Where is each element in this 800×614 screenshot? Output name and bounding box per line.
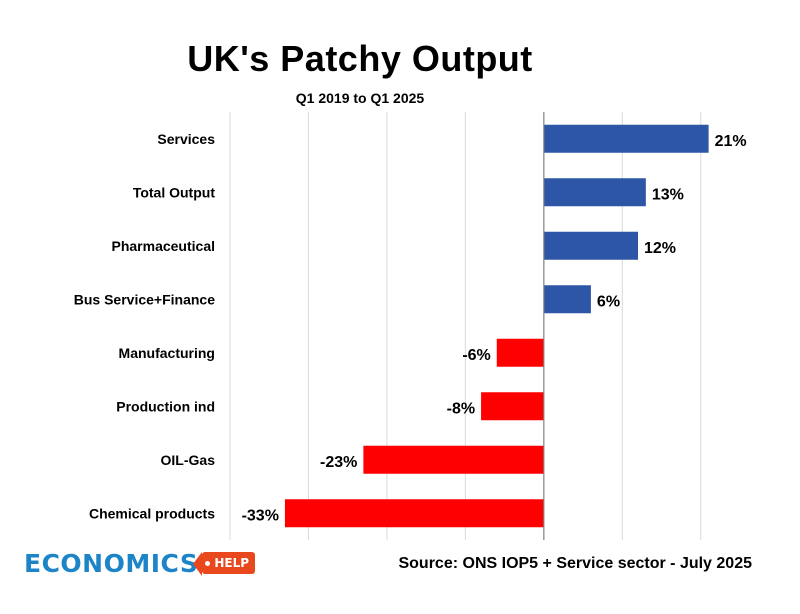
data-label: 13% xyxy=(652,186,684,203)
chart-title: UK's Patchy Output xyxy=(187,38,533,79)
chart-subtitle: Q1 2019 to Q1 2025 xyxy=(295,90,425,106)
category-label: Pharmaceutical xyxy=(112,238,216,254)
category-label: Manufacturing xyxy=(119,345,215,361)
data-label: -23% xyxy=(320,454,357,471)
category-label: Total Output xyxy=(133,184,215,200)
bar xyxy=(543,124,709,153)
logo-word: ECONOMICS xyxy=(24,548,199,578)
source-note: Source: ONS IOP5 + Service sector - July… xyxy=(398,555,752,572)
data-label: -6% xyxy=(462,347,490,364)
category-label: Chemical products xyxy=(89,505,215,521)
category-label: Production ind xyxy=(116,398,215,414)
bar xyxy=(284,499,544,528)
data-label: 12% xyxy=(644,240,676,257)
logo-tag: HELP xyxy=(193,552,256,576)
data-label: 6% xyxy=(597,293,620,310)
bar xyxy=(481,392,544,421)
bar xyxy=(543,178,646,207)
bar xyxy=(363,445,544,474)
category-label: OIL-Gas xyxy=(161,452,216,468)
bar xyxy=(543,285,591,314)
data-label: -8% xyxy=(447,400,475,417)
bar xyxy=(543,231,638,260)
category-label: Bus Service+Finance xyxy=(74,291,215,307)
category-label: Services xyxy=(157,131,215,147)
data-label: 21% xyxy=(715,133,747,150)
economics-help-logo: ECONOMICS HELP xyxy=(24,545,256,581)
data-label: -33% xyxy=(242,507,279,524)
bar xyxy=(496,338,544,367)
